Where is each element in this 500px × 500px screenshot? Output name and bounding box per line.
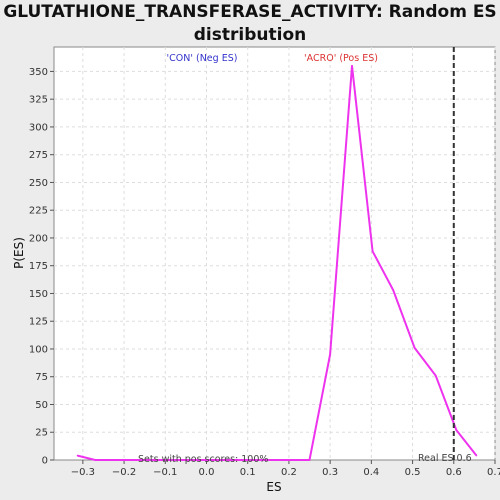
x-tick-label: 0.0	[199, 467, 215, 478]
y-tick-label: 25	[35, 428, 48, 439]
es-distribution-point	[392, 289, 394, 291]
y-tick-label: 150	[29, 289, 48, 300]
y-tick-label: 225	[29, 206, 48, 217]
y-tick-label: 250	[29, 178, 48, 189]
es-distribution-point	[351, 65, 353, 67]
y-tick-label: 75	[35, 372, 48, 383]
es-distribution-point	[135, 459, 138, 461]
es-distribution-line	[77, 64, 478, 461]
y-tick-label: 200	[29, 233, 48, 244]
x-tick-label: 0.4	[363, 467, 379, 478]
es-distribution-point	[434, 374, 437, 377]
es-distribution-point	[197, 459, 200, 461]
y-axis-label: P(ES)	[12, 237, 26, 269]
es-distribution-point	[308, 459, 311, 461]
x-axis-label: ES	[266, 480, 281, 494]
es-distribution-point	[371, 250, 374, 253]
chart-title-line2: distribution	[194, 25, 306, 45]
x-tick-label: 0.3	[322, 467, 338, 478]
y-tick-label: 350	[29, 67, 48, 78]
es-distribution-point	[76, 454, 79, 457]
es-distribution-point	[218, 459, 220, 461]
es-distribution-point	[279, 459, 282, 461]
series	[76, 64, 478, 461]
es-distribution-point	[455, 429, 458, 431]
grid	[54, 47, 496, 460]
x-tick-label: 0.6	[446, 467, 462, 478]
y-tick-label: 50	[35, 400, 48, 411]
y-tick-label: 100	[29, 344, 48, 355]
chart-title-line1: GLUTATHIONE_TRANSFERASE_ACTIVITY: Random…	[3, 2, 496, 22]
x-tick-label: −0.3	[71, 467, 95, 478]
es-distribution-point	[475, 454, 478, 457]
y-tick-label: 275	[29, 150, 48, 161]
es-distribution-point	[156, 459, 158, 461]
axes: 0 25 50 75 100 125 150 175 200 225 250 275 300 325 350…	[29, 67, 500, 478]
es-distribution-point	[115, 459, 117, 461]
real-es-label: Real ES 0.6	[418, 453, 472, 464]
y-tick-label: 0	[42, 456, 48, 467]
x-tick-label: 0.2	[281, 467, 297, 478]
y-tick-label: 175	[29, 261, 48, 272]
pos-es-label: 'ACRO' (Pos ES)	[304, 53, 378, 64]
x-tick-label: 0.7	[487, 467, 500, 478]
es-distribution-point	[413, 347, 416, 349]
es-distribution-point	[259, 459, 261, 461]
y-tick-label: 300	[29, 122, 48, 133]
y-tick-label: 325	[29, 95, 48, 106]
x-tick-label: −0.2	[112, 467, 136, 478]
sets-with-pos-scores-label: Sets with pos scores: 100%	[138, 454, 268, 465]
y-tick-label: 125	[29, 317, 48, 328]
es-distribution-point	[238, 459, 241, 461]
es-distribution-point	[176, 459, 179, 461]
x-tick-label: 0.5	[405, 467, 421, 478]
es-distribution-point	[329, 353, 331, 356]
plot-area	[53, 46, 496, 461]
x-tick-label: 0.1	[240, 467, 256, 478]
neg-es-label: 'CON' (Neg ES)	[167, 53, 238, 64]
x-tick-label: −0.1	[153, 467, 177, 478]
es-distribution-point	[94, 459, 97, 461]
